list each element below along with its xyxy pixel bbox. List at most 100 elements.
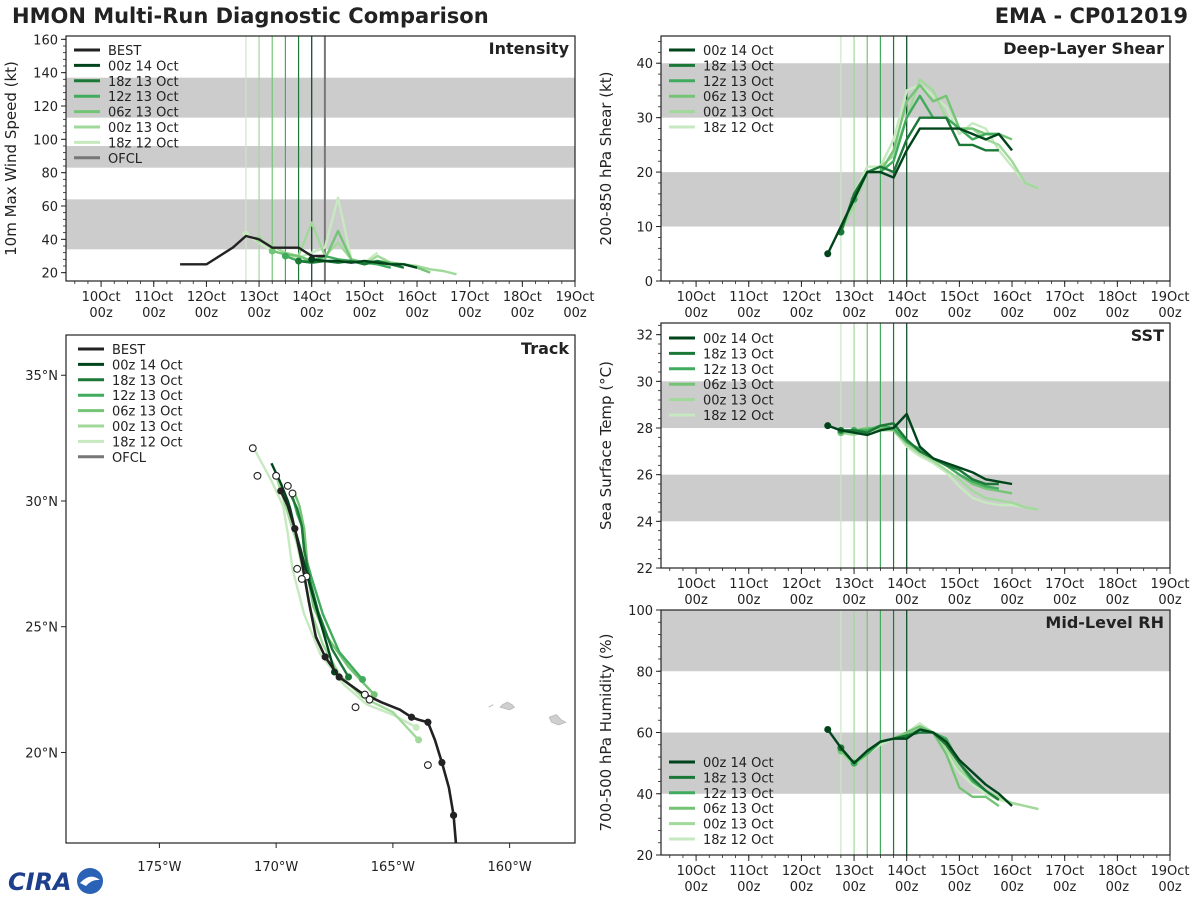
rh-xtick-day: 12Oct	[782, 864, 821, 879]
intensity-ytick-label: 120	[33, 100, 58, 115]
shear-ytick-label: 40	[636, 57, 653, 72]
shear-xtick-day: 12Oct	[782, 290, 821, 305]
sst-ytick-label: 32	[636, 329, 653, 344]
track-legend-label: 18z 12 Oct	[112, 435, 183, 450]
intensity-legend-label: 00z 14 Oct	[108, 59, 179, 74]
rh-xtick-day: 17Oct	[1045, 864, 1084, 879]
intensity-xtick-hour: 00z	[353, 306, 377, 321]
track-island	[548, 714, 567, 726]
intensity-xtick-day: 12Oct	[187, 290, 226, 305]
track-open-marker	[351, 703, 360, 712]
sst-xtick-day: 11Oct	[729, 577, 768, 592]
rh-xtick-hour: 00z	[790, 880, 814, 895]
intensity-series-marker	[281, 252, 289, 260]
shear-xtick-day: 17Oct	[1045, 290, 1084, 305]
rh-ylabel: 700-500 hPa Humidity (%)	[597, 633, 615, 831]
intensity-frame	[65, 35, 576, 282]
storm-id: EMA - CP012019	[994, 4, 1188, 28]
rh-legend-label: 00z 14 Oct	[703, 756, 774, 771]
intensity-xtick-hour: 00z	[300, 306, 324, 321]
track-open-marker	[253, 471, 262, 480]
sst-xtick-hour: 00z	[1158, 593, 1182, 608]
track-series-line	[289, 492, 350, 678]
intensity-xtick-day: 19Oct	[555, 290, 594, 305]
shear-xtick-hour: 00z	[790, 306, 814, 321]
rh-xtick-day: 14Oct	[887, 864, 926, 879]
intensity-legend-label: BEST	[108, 44, 141, 59]
shear-xtick-day: 18Oct	[1098, 290, 1137, 305]
rh-xtick-hour: 00z	[737, 880, 761, 895]
track-island	[499, 701, 516, 711]
sst-ytick-label: 28	[636, 422, 653, 437]
track-xtick-label: 165°W	[371, 860, 415, 875]
sst-series-line	[840, 422, 999, 486]
shear-band	[661, 172, 1170, 227]
shear-ytick-label: 10	[636, 221, 653, 236]
sst-frame	[660, 322, 1171, 569]
sst-xtick-hour: 00z	[842, 593, 866, 608]
intensity-xtick-hour: 00z	[563, 306, 587, 321]
track-legend-label: 00z 14 Oct	[112, 358, 183, 373]
shear-xtick-day: 19Oct	[1150, 290, 1189, 305]
shear-legend-label: 12z 13 Oct	[703, 75, 774, 90]
intensity-xtick-day: 15Oct	[345, 290, 384, 305]
logo-text: CIRA	[8, 868, 72, 896]
track-best-marker	[321, 653, 329, 661]
sst-xtick-hour: 00z	[948, 593, 972, 608]
intensity-xtick-day: 17Oct	[450, 290, 489, 305]
shear-xtick-hour: 00z	[1106, 306, 1130, 321]
intensity-legend-label: 00z 13 Oct	[108, 121, 179, 136]
sst-xtick-hour: 00z	[1106, 593, 1130, 608]
rh-xtick-hour: 00z	[948, 880, 972, 895]
sst-ytick-label: 22	[636, 562, 653, 577]
figure-title: HMON Multi-Run Diagnostic Comparison	[12, 4, 489, 28]
shear-title: Deep-Layer Shear	[1003, 39, 1164, 58]
track-legend-label: 12z 13 Oct	[112, 389, 183, 404]
intensity-xtick-day: 16Oct	[398, 290, 437, 305]
rh-xtick-day: 16Oct	[993, 864, 1032, 879]
sst-xtick-day: 18Oct	[1098, 577, 1137, 592]
track-legend-label: OFCL	[112, 451, 147, 466]
rh-ytick-label: 60	[636, 727, 653, 742]
intensity-ylabel: 10m Max Wind Speed (kt)	[2, 61, 20, 256]
rh-xtick-hour: 00z	[684, 880, 708, 895]
track-ytick-label: 20°N	[25, 746, 58, 761]
shear-xtick-day: 14Oct	[887, 290, 926, 305]
track-legend-label: 06z 13 Oct	[112, 405, 183, 420]
sst-xtick-day: 12Oct	[782, 577, 821, 592]
rh-ytick-label: 80	[636, 665, 653, 680]
rh-panel: 2040608010010Oct00z11Oct00z12Oct00z13Oct…	[597, 604, 1190, 895]
sst-xtick-day: 14Oct	[887, 577, 926, 592]
intensity-xtick-day: 14Oct	[292, 290, 331, 305]
track-best-marker	[424, 718, 432, 726]
shear-xtick-day: 16Oct	[993, 290, 1032, 305]
rh-band	[661, 610, 1170, 672]
shear-legend-label: 00z 13 Oct	[703, 106, 774, 121]
shear-ytick-label: 0	[645, 275, 653, 290]
intensity-legend-label: 18z 12 Oct	[108, 136, 179, 151]
sst-xtick-hour: 00z	[895, 593, 919, 608]
track-xtick-label: 160°W	[488, 860, 532, 875]
track-best-marker	[438, 758, 446, 767]
intensity-ytick-label: 80	[41, 167, 58, 182]
intensity-legend-label: OFCL	[108, 152, 143, 167]
intensity-ytick-label: 100	[33, 133, 58, 148]
track-legend-label: BEST	[112, 343, 145, 358]
shear-xtick-day: 10Oct	[677, 290, 716, 305]
sst-xtick-day: 10Oct	[677, 577, 716, 592]
track-ytick-label: 25°N	[25, 621, 58, 636]
track-series-marker	[345, 673, 353, 681]
sst-ytick-label: 24	[636, 515, 653, 530]
rh-band	[661, 732, 1170, 794]
intensity-ytick-label: 40	[41, 233, 58, 248]
intensity-xtick-hour: 00z	[405, 306, 429, 321]
intensity-title: Intensity	[489, 39, 570, 58]
rh-ytick-label: 100	[628, 604, 653, 619]
intensity-best-line	[180, 234, 325, 266]
sst-legend-label: 12z 13 Oct	[703, 363, 774, 378]
track-island	[488, 704, 494, 708]
track-ytick-label: 30°N	[25, 495, 58, 510]
rh-xtick-hour: 00z	[842, 880, 866, 895]
sst-xtick-hour: 00z	[1000, 593, 1024, 608]
sst-xtick-day: 17Oct	[1045, 577, 1084, 592]
